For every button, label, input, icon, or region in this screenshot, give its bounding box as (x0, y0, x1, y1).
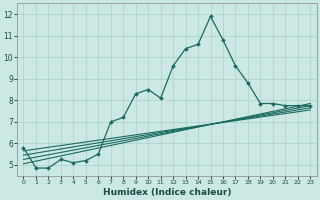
X-axis label: Humidex (Indice chaleur): Humidex (Indice chaleur) (103, 188, 231, 197)
